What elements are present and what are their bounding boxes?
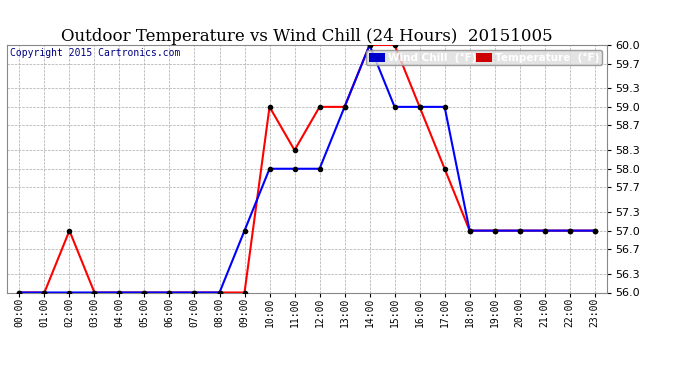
Title: Outdoor Temperature vs Wind Chill (24 Hours)  20151005: Outdoor Temperature vs Wind Chill (24 Ho…	[61, 28, 553, 45]
Legend: Wind Chill  (°F), Temperature  (°F): Wind Chill (°F), Temperature (°F)	[366, 50, 602, 66]
Text: Copyright 2015 Cartronics.com: Copyright 2015 Cartronics.com	[10, 48, 180, 58]
